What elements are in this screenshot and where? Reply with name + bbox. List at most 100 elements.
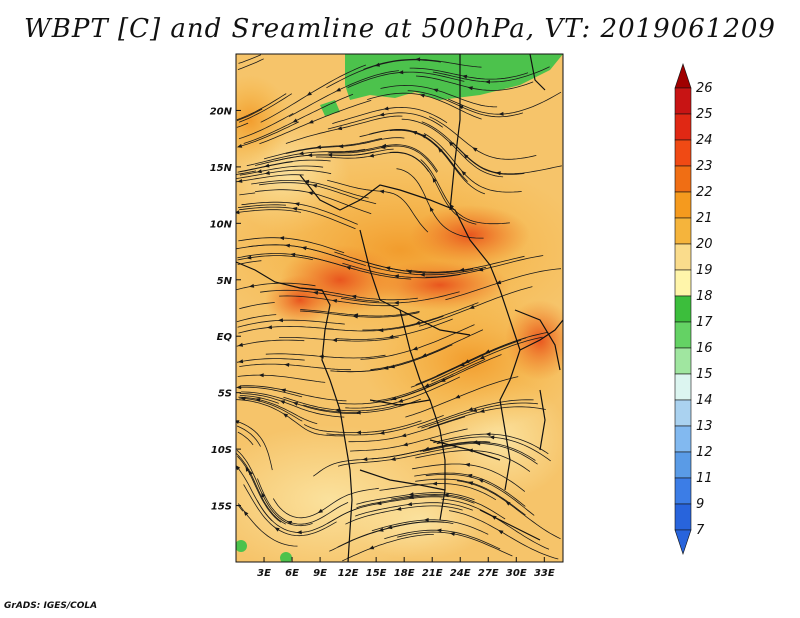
streamline [238,54,262,64]
streamline [239,397,303,422]
streamline [237,209,302,213]
streamline [371,519,489,535]
streamline [337,447,457,467]
lon-tick-label: 24E [450,568,471,579]
streamline [359,129,462,176]
streamline-arrow [248,469,253,476]
streamline [260,289,380,302]
streamline-arrow [279,236,285,241]
streamline-arrow [332,338,338,343]
streamline [236,108,263,122]
streamline [447,91,562,115]
streamline [239,302,275,310]
streamline [259,100,372,145]
streamline [304,420,422,433]
streamline [241,201,358,225]
streamline-arrow [258,373,264,378]
streamline-arrow [307,191,314,196]
latitude-axis: 20N 15N 10N 5N EQ 5S 10S 15S [210,106,241,513]
streamline-arrow [478,479,484,483]
streamline [329,521,445,552]
colorbar-label: 14 [696,393,713,408]
streamline-arrow [449,532,455,536]
streamline [342,262,461,279]
lon-tick-label: 27E [478,568,499,579]
streamline [389,129,486,195]
streamline [405,376,519,418]
streamline-arrow [308,119,314,124]
streamline [407,90,524,118]
colorbar-label: 12 [696,445,713,460]
streamline [347,71,465,88]
streamline [239,363,351,371]
streamline [345,376,460,409]
streamline [449,510,559,560]
streamline [236,450,313,527]
colorbar-swatch [674,191,692,219]
streamline [257,478,349,525]
colorbar-label: 21 [696,211,713,226]
lon-tick-label: 6E [285,568,299,579]
streamline [239,393,345,418]
colorbar: 26 25 24 23 22 21 20 19 18 17 16 15 14 13 12 11 9 7 [674,63,713,555]
streamline-arrow [463,153,469,159]
streamline [293,254,412,280]
streamline-arrow [294,202,300,207]
streamline [243,93,354,144]
streamline [327,496,443,524]
streamline-arrow [236,385,242,390]
colorbar-swatch [674,87,692,115]
streamline [341,291,460,304]
colorbar-swatch [674,425,692,453]
streamline [328,144,439,172]
streamline [298,287,418,301]
lon-tick-label: 12E [338,568,359,579]
colorbar-label: 26 [696,81,713,96]
streamline-arrow [485,432,491,437]
streamline [300,309,420,317]
streamline-arrow [408,495,414,500]
streamline [406,255,525,273]
streamline-arrow [243,510,249,516]
streamline-arrow [261,492,266,498]
lat-tick-label: EQ [217,332,233,343]
streamline-arrow [401,433,407,438]
colorbar-label: 11 [696,471,713,486]
streamline-arrow [335,87,341,92]
streamline-arrow [436,528,442,533]
streamline-arrow [236,465,241,471]
streamline-arrow [284,362,290,367]
streamline-arrow [315,145,321,150]
colorbar-label: 20 [696,237,713,252]
streamline [278,336,399,342]
streamline [237,431,254,446]
streamline [431,336,543,382]
streamline [356,495,475,509]
streamline-arrow [296,530,302,535]
streamline-arrow [472,440,478,445]
streamline-arrow [464,462,470,467]
streamline [246,148,366,167]
streamline [428,406,546,429]
lon-tick-label: 30E [506,568,527,579]
lon-tick-label: 33E [534,568,555,579]
streamline-arrow [412,346,418,351]
streamline-arrow [498,530,504,535]
streamline [315,152,429,172]
streamline-arrow [317,508,323,514]
streamline [279,295,399,307]
streamline-arrow [448,141,454,147]
streamline [236,314,277,323]
lon-tick-label: 18E [394,568,415,579]
streamline-arrow [266,325,272,330]
streamline [243,484,337,537]
streamline-arrow [238,359,244,364]
streamline [303,398,421,414]
streamline-arrow [280,388,286,393]
streamline [237,58,264,70]
streamline-arrow [396,506,402,511]
streamline [239,385,347,402]
colorbar-arrow-top [674,63,692,89]
streamline-arrow [356,430,361,435]
colorbar-swatch [674,113,692,141]
